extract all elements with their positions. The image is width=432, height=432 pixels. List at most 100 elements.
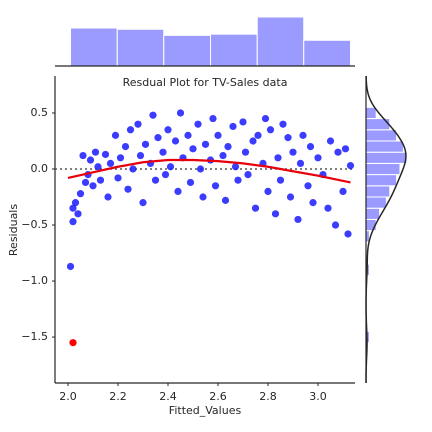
scatter-point: [121, 142, 130, 151]
scatter-point: [239, 118, 247, 126]
scatter-point: [111, 131, 120, 139]
x-tick-label: 2.0: [59, 390, 77, 403]
x-tick-label: 2.6: [209, 390, 227, 403]
scatter-point: [279, 120, 287, 128]
scatter-point: [249, 137, 257, 145]
scatter-point: [209, 114, 217, 123]
scatter-point: [341, 145, 350, 153]
scatter-point: [276, 176, 285, 184]
y-tick-label: 0.5: [31, 106, 49, 119]
top-hist-bar: [163, 34, 211, 67]
x-tick-label: 2.8: [259, 390, 277, 403]
scatter-point: [254, 131, 262, 139]
scatter-point: [194, 120, 202, 128]
scatter-point: [231, 163, 240, 171]
scatter-point: [124, 185, 132, 193]
scatter-point: [331, 221, 340, 229]
chart-title: Resdual Plot for TV-Sales data: [123, 76, 288, 89]
scatter-point: [106, 159, 115, 167]
kde-curve: [365, 75, 407, 384]
scatter-point: [326, 137, 335, 145]
scatter-point: [196, 165, 205, 173]
scatter-point: [266, 126, 275, 134]
right-hist-bar: [365, 174, 398, 187]
scatter-point: [306, 142, 315, 151]
x-tick-label: 2.4: [159, 390, 177, 403]
scatter-point: [309, 199, 317, 207]
scatter-point: [184, 131, 192, 139]
top-hist-bar: [210, 33, 258, 67]
scatter-point: [221, 196, 230, 204]
scatter-point: [74, 210, 82, 218]
scatter-point: [271, 210, 280, 218]
right-hist-bar: [365, 129, 398, 142]
scatter-point: [229, 122, 237, 131]
scatter-point: [126, 126, 135, 134]
scatter-point: [136, 151, 145, 160]
y-tick-label: −1.5: [21, 330, 48, 343]
top-hist-bar: [116, 28, 165, 67]
scatter-point: [71, 199, 80, 207]
scatter-point: [224, 142, 232, 151]
scatter-point: [199, 193, 207, 201]
scatter-point: [344, 230, 352, 238]
top-hist-bar: [256, 16, 305, 67]
scatter-point: [214, 131, 222, 139]
scatter-point: [211, 182, 220, 190]
scatter-point: [286, 193, 295, 201]
scatter-point: [171, 137, 180, 145]
scatter-point: [264, 187, 272, 196]
scatter-point: [186, 178, 195, 187]
y-tick-label: −0.5: [21, 218, 48, 231]
y-tick-label: −1.0: [21, 274, 48, 287]
top-hist-bar: [70, 27, 118, 67]
outlier-point: [69, 339, 77, 347]
lowess-line: [67, 158, 351, 184]
scatter-point: [81, 178, 90, 187]
scatter-point: [234, 176, 242, 184]
scatter-point: [96, 176, 105, 184]
scatter-point: [89, 182, 97, 190]
scatter-point: [114, 174, 122, 182]
scatter-point: [154, 134, 162, 142]
scatter-point: [69, 204, 77, 212]
scatter-point: [94, 163, 102, 171]
y-tick-label: 0.0: [31, 162, 49, 175]
scatter-point: [151, 176, 160, 184]
scatter-point: [166, 163, 175, 171]
scatter-point: [299, 131, 307, 139]
scatter-point: [174, 187, 182, 196]
right-hist-bar: [365, 196, 387, 209]
x-axis-label: Fitted_Values: [169, 404, 242, 417]
scatter-point: [141, 140, 150, 148]
scatter-point: [189, 145, 197, 153]
scatter-point: [104, 193, 112, 201]
scatter-point: [129, 165, 137, 173]
scatter-point: [346, 162, 355, 170]
right-hist-bar: [365, 151, 408, 164]
scatter-point: [324, 204, 332, 212]
right-hist-bar: [365, 162, 401, 176]
scatter-point: [201, 140, 210, 148]
scatter-point: [284, 134, 292, 142]
scatter-point: [294, 215, 302, 224]
scatter-point: [159, 148, 167, 156]
scatter-point: [274, 154, 282, 162]
scatter-point: [334, 148, 342, 156]
scatter-point: [76, 190, 85, 198]
scatter-point: [134, 120, 142, 128]
scatter-point: [241, 148, 250, 156]
right-hist-bar: [365, 185, 391, 198]
scatter-point: [304, 182, 312, 190]
x-tick-label: 3.0: [309, 390, 327, 403]
right-hist-bar: [365, 106, 377, 120]
x-tick-label: 2.2: [109, 390, 127, 403]
scatter-point: [251, 204, 260, 212]
scatter-point: [101, 150, 110, 159]
scatter-point: [69, 218, 77, 226]
y-axis-label: Residuals: [7, 204, 20, 256]
scatter-point: [339, 187, 347, 196]
scatter-point: [176, 109, 185, 117]
right-hist-bar: [365, 118, 391, 131]
